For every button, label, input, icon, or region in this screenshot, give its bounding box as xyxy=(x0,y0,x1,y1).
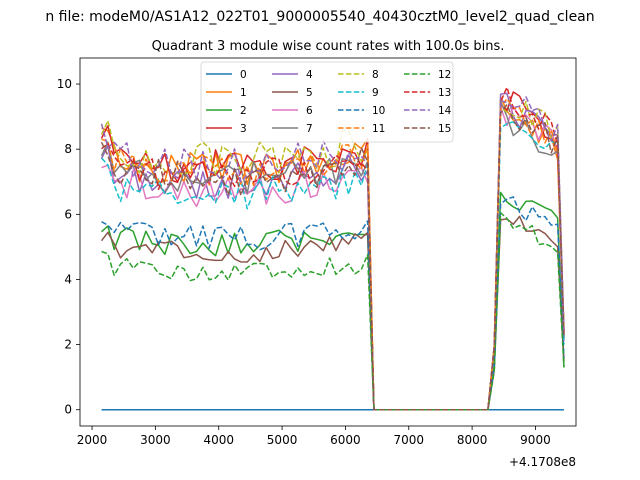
legend-label: 2 xyxy=(240,105,247,117)
legend-item-7: 7 xyxy=(272,123,313,135)
legend-label: 13 xyxy=(438,87,451,99)
series-line-9 xyxy=(100,121,565,411)
legend-item-3: 3 xyxy=(206,123,247,135)
legend-label: 4 xyxy=(306,69,313,81)
series-line-10 xyxy=(101,196,565,411)
x-tick-label: 2000 xyxy=(77,433,108,447)
y-tick-label: 10 xyxy=(57,77,72,91)
legend-item-5: 5 xyxy=(272,87,313,99)
legend-item-12: 12 xyxy=(404,69,451,81)
x-offset-label: +4.1708e8 xyxy=(509,455,576,469)
y-tick-label: 4 xyxy=(64,272,72,286)
y-tick-label: 8 xyxy=(64,142,72,156)
legend-item-6: 6 xyxy=(272,105,313,117)
y-tick-label: 0 xyxy=(64,403,72,417)
legend-label: 12 xyxy=(438,69,451,81)
legend-item-9: 9 xyxy=(338,87,379,99)
legend-item-4: 4 xyxy=(272,69,313,81)
legend-box xyxy=(200,61,454,143)
legend-label: 6 xyxy=(306,105,313,117)
legend-label: 5 xyxy=(306,87,313,99)
legend-label: 8 xyxy=(372,69,379,81)
legend-label: 10 xyxy=(372,105,385,117)
x-tick-label: 7000 xyxy=(393,433,424,447)
legend-item-15: 15 xyxy=(404,123,451,135)
y-tick-label: 6 xyxy=(64,207,72,221)
legend-item-13: 13 xyxy=(404,87,451,99)
legend-item-14: 14 xyxy=(404,105,452,117)
legend-item-8: 8 xyxy=(338,69,379,81)
legend-item-11: 11 xyxy=(338,123,385,135)
legend-label: 11 xyxy=(372,123,385,135)
x-tick-label: 8000 xyxy=(457,433,488,447)
x-tick-label: 3000 xyxy=(140,433,171,447)
legend-label: 15 xyxy=(438,123,451,135)
chart-title: Quadrant 3 module wise count rates with … xyxy=(152,39,505,54)
plot-frame xyxy=(79,57,577,427)
y-axis: 0 2 4 6 8 10 xyxy=(57,77,80,417)
series-layer xyxy=(100,86,565,411)
legend-label: 1 xyxy=(240,87,247,99)
legend-item-1: 1 xyxy=(206,87,247,99)
series-line-2 xyxy=(101,191,565,411)
legend-label: 3 xyxy=(240,123,247,135)
legend-label: 9 xyxy=(372,87,379,99)
legend-label: 7 xyxy=(306,123,313,135)
x-tick-label: 6000 xyxy=(330,433,361,447)
legend-label: 14 xyxy=(438,105,452,117)
series-line-12 xyxy=(101,212,565,411)
x-axis: 2000 3000 4000 5000 6000 7000 8000 9000 xyxy=(77,426,551,447)
legend-item-10: 10 xyxy=(338,105,385,117)
figure-suptitle: n file: modeM0/AS1A12_022T01_9000005540_… xyxy=(45,9,594,25)
y-tick-label: 2 xyxy=(64,338,72,352)
x-tick-label: 9000 xyxy=(520,433,551,447)
legend-item-2: 2 xyxy=(206,105,247,117)
series-line-15 xyxy=(100,103,565,411)
legend-label: 0 xyxy=(240,69,247,81)
legend-item-0: 0 xyxy=(206,69,247,81)
x-tick-label: 4000 xyxy=(203,433,234,447)
x-tick-label: 5000 xyxy=(267,433,298,447)
